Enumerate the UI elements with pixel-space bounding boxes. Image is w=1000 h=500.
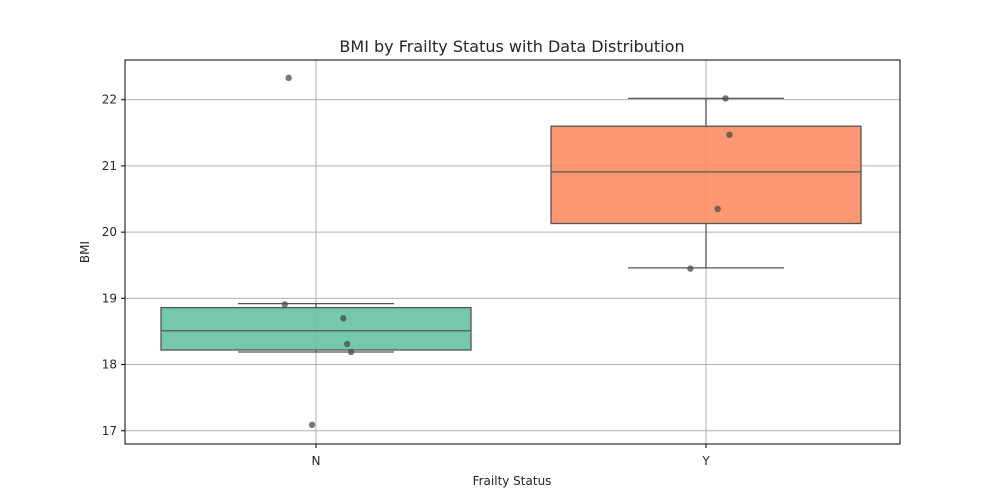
y-tick-label: 22 [102,93,117,107]
data-point [714,205,721,213]
box-layer [160,97,862,353]
y-tick-label: 20 [102,225,117,239]
data-point [281,301,288,308]
box-N [160,302,472,353]
y-axis-ticks: 17 18 19 20 21 22 [102,93,125,438]
y-tick-label: 18 [102,358,117,372]
strip-points [281,74,733,428]
x-tick-label: Y [701,454,710,468]
y-tick-label: 21 [102,159,117,173]
y-tick-label: 19 [102,291,117,305]
box-iqr [160,306,472,351]
y-tick-label: 17 [102,424,117,438]
box-iqr [550,125,862,225]
x-axis-label: Frailty Status [473,474,552,488]
y-axis-label: BMI [78,241,92,263]
data-point [726,131,733,139]
chart-title: BMI by Frailty Status with Data Distribu… [339,37,684,56]
data-point [285,74,292,82]
data-point [344,340,351,348]
data-point [687,265,694,272]
data-point [722,95,729,102]
grid-lines [125,60,900,444]
box-Y [550,97,862,269]
data-point [308,421,316,428]
data-point [347,348,355,356]
data-point [340,315,347,322]
x-tick-label: N [312,454,321,468]
plot-area-frame [124,59,901,445]
